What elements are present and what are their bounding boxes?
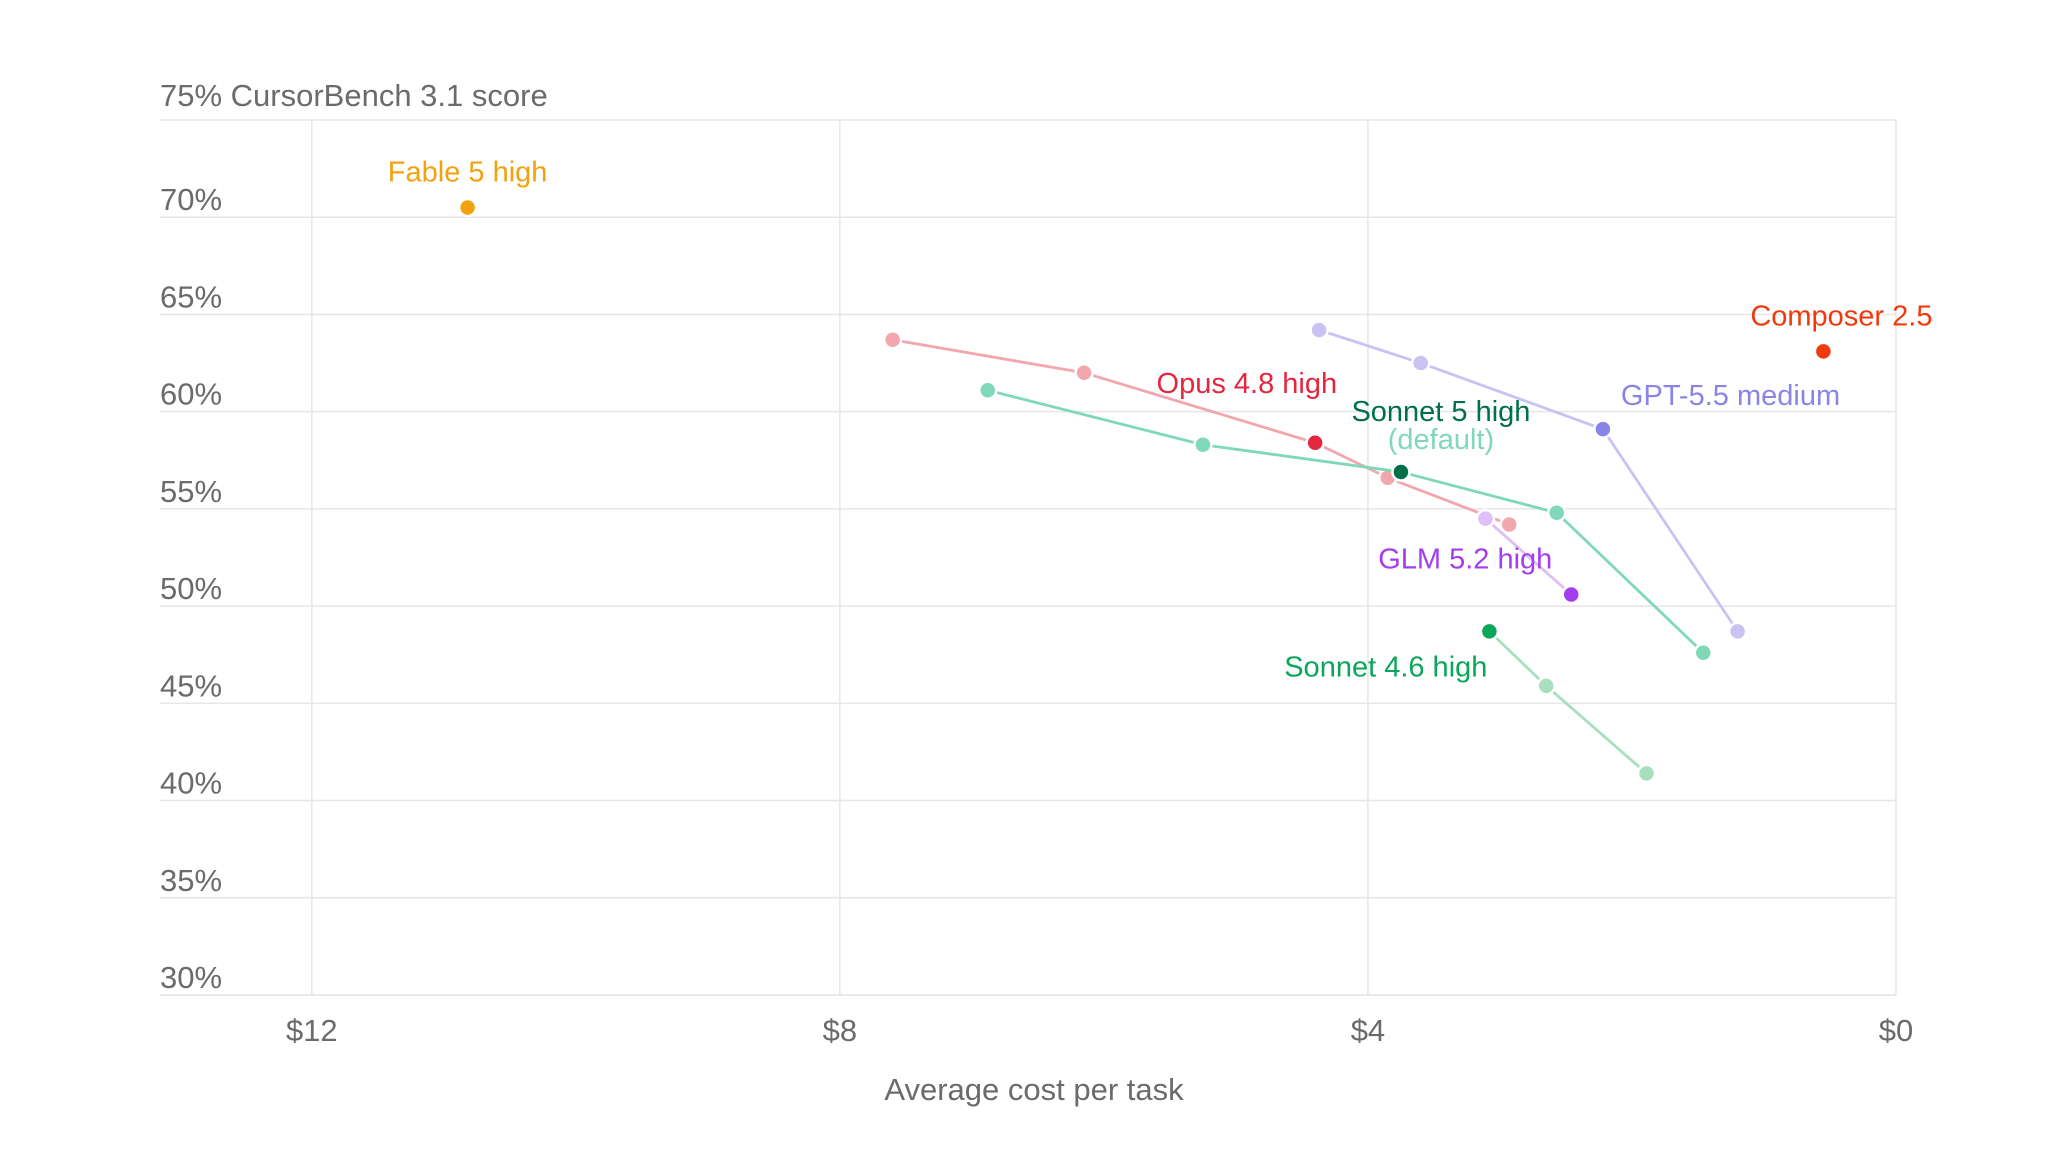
x-axis-title: Average cost per task (884, 1072, 1184, 1107)
y-axis-top-label: 75% CursorBench 3.1 score (160, 78, 548, 113)
series-label-sonnet-4-6-high: Sonnet 4.6 high (1284, 651, 1487, 683)
series-sonnet-4-6-high: Sonnet 4.6 high (1284, 621, 1657, 784)
data-point-opus-4-8-high-2 (1305, 433, 1325, 453)
series-gpt-5-5-medium: GPT-5.5 medium (1309, 320, 1840, 642)
series-line-sonnet-5-high-3 (1555, 511, 1705, 655)
data-point-sonnet-5-high-1 (1193, 434, 1213, 455)
x-tick-label-0: $0 (1879, 1013, 1913, 1048)
data-point-opus-4-8-high-4 (1499, 514, 1519, 535)
y-tick-label-30: 30% (160, 960, 222, 995)
series-label-fable-5-high: Fable 5 high (388, 157, 548, 189)
series-line-sonnet-5-high-0 (986, 388, 1205, 447)
series-line-gpt-5-5-medium-2 (1601, 427, 1739, 633)
data-point-glm-5-2-high-1 (1561, 584, 1581, 605)
series-line-glm-5-2-high-0 (1484, 517, 1573, 596)
series-line-opus-4-8-high-0 (891, 338, 1086, 375)
x-tick-label-12: $12 (286, 1013, 338, 1048)
series-sonnet-5-high: Sonnet 5 high(default) (977, 380, 1714, 663)
series-label-gpt-5-5-medium: GPT-5.5 medium (1621, 380, 1840, 412)
y-tick-label-45: 45% (160, 668, 222, 703)
series-line-sonnet-5-high-2 (1399, 470, 1559, 515)
x-tick-label-8: $8 (823, 1013, 857, 1048)
series-line-gpt-5-5-medium-0 (1317, 328, 1423, 365)
data-point-gpt-5-5-medium-1 (1410, 353, 1431, 373)
y-tick-label-50: 50% (160, 571, 222, 606)
y-tick-label-65: 65% (160, 279, 222, 314)
data-point-sonnet-5-high-2 (1391, 462, 1411, 482)
series-label-opus-4-8-high: Opus 4.8 high (1157, 368, 1338, 400)
series-label-composer-2-5: Composer 2.5 (1750, 300, 1932, 332)
grid-group: 70% 65% 60% 55% 50% 45% 40% 35% 30% $12 $8 $4 $0 (160, 119, 1913, 1048)
y-tick-label-35: 35% (160, 863, 222, 898)
series-composer-2-5: Composer 2.5 (1750, 300, 1932, 362)
y-tick-label-60: 60% (160, 377, 222, 412)
data-point-opus-4-8-high-0 (882, 329, 903, 350)
data-point-opus-4-8-high-1 (1074, 363, 1094, 383)
y-tick-label-40: 40% (160, 766, 222, 801)
series-line-sonnet-4-6-high-1 (1544, 684, 1648, 775)
series-sublabel-sonnet-5-high: (default) (1388, 424, 1494, 456)
axis-group: 75% CursorBench 3.1 score Average cost p… (160, 78, 1184, 1107)
series-fable-5-high: Fable 5 high (388, 157, 548, 218)
x-tick-label-4: $4 (1351, 1013, 1385, 1048)
data-point-fable-5-high-0 (457, 197, 478, 218)
data-point-sonnet-5-high-3 (1546, 503, 1567, 523)
data-point-glm-5-2-high-0 (1475, 508, 1496, 529)
data-point-sonnet-4-6-high-1 (1536, 676, 1556, 696)
series-line-sonnet-5-high-1 (1201, 443, 1403, 474)
y-tick-label-55: 55% (160, 474, 222, 509)
data-point-sonnet-5-high-4 (1693, 643, 1714, 663)
series-line-gpt-5-5-medium-1 (1419, 361, 1605, 431)
data-point-composer-2-5-0 (1813, 341, 1834, 362)
series-line-sonnet-4-6-high-0 (1487, 629, 1548, 688)
data-point-sonnet-4-6-high-0 (1479, 621, 1500, 642)
series-line-opus-4-8-high-2 (1313, 441, 1390, 480)
data-point-gpt-5-5-medium-2 (1593, 419, 1613, 439)
series-line-opus-4-8-high-1 (1082, 371, 1317, 445)
data-point-gpt-5-5-medium-0 (1309, 320, 1329, 340)
series-label-glm-5-2-high: GLM 5.2 high (1378, 543, 1552, 575)
data-point-sonnet-5-high-0 (977, 380, 998, 401)
data-point-gpt-5-5-medium-3 (1727, 621, 1748, 642)
data-point-sonnet-4-6-high-2 (1636, 763, 1657, 784)
series-glm-5-2-high: GLM 5.2 high (1378, 508, 1581, 605)
y-tick-label-70: 70% (160, 182, 222, 217)
series-label-sonnet-5-high: Sonnet 5 high (1351, 396, 1530, 428)
